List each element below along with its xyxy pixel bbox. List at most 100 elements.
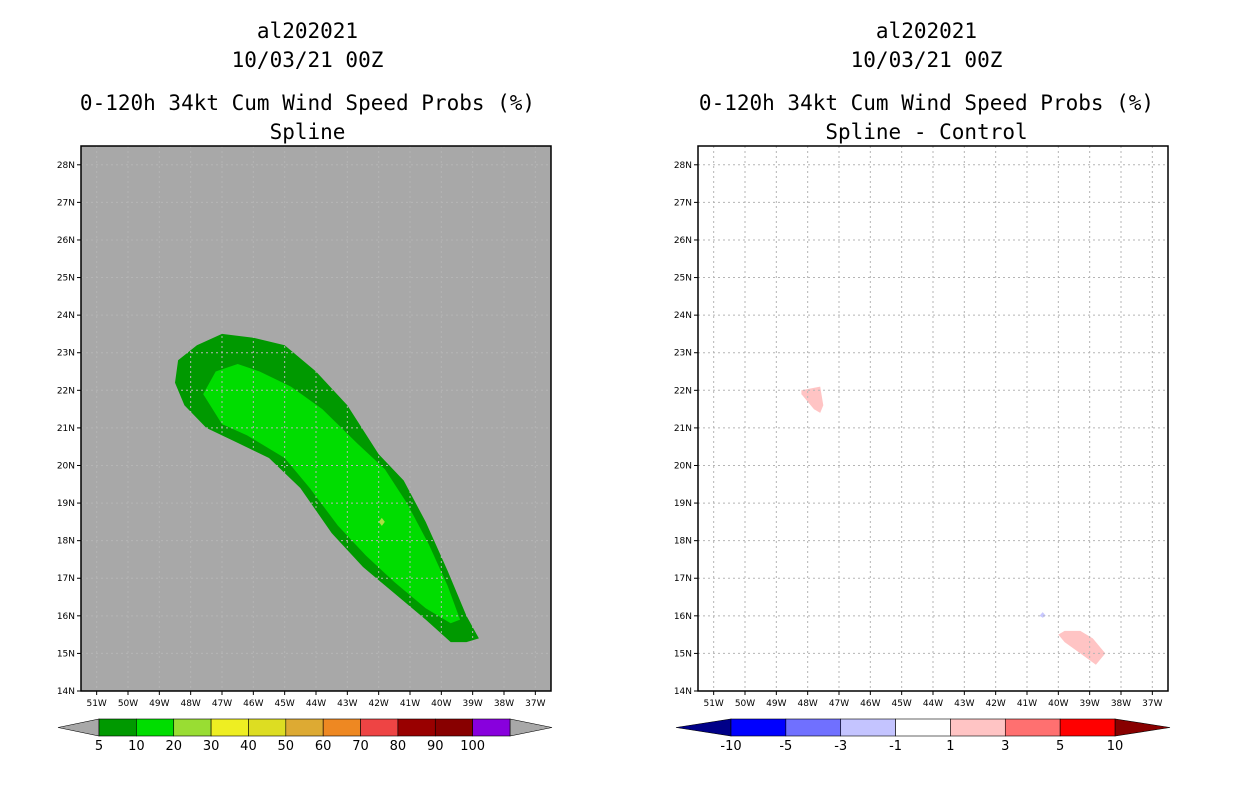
right-xtick-label-1: 50W xyxy=(735,699,755,709)
right-xtick-label-10: 41W xyxy=(1017,699,1037,709)
left-ytick-label-9: 23N xyxy=(57,349,75,359)
right-ytick-label-2: 16N xyxy=(674,612,692,622)
left-xtick-label-5: 46W xyxy=(243,699,263,709)
right-xtick-label-11: 40W xyxy=(1048,699,1068,709)
left-ytick-label-1: 15N xyxy=(57,649,75,659)
left-plot-border xyxy=(80,145,552,692)
left-colorbar-label-7: 70 xyxy=(352,739,369,754)
left-ytick-label-2: 16N xyxy=(57,612,75,622)
right-colorbar-swatch-0 xyxy=(730,718,787,737)
left-xtick-label-8: 43W xyxy=(337,699,357,709)
left-ytick-label-3: 17N xyxy=(57,574,75,584)
right-ytick-label-11: 25N xyxy=(674,274,692,284)
left-ytick-label-6: 20N xyxy=(57,461,75,471)
right-colorbar-swatch-3 xyxy=(895,718,951,737)
right-ytick-label-7: 21N xyxy=(674,424,692,434)
left-ytick-label-13: 27N xyxy=(57,198,75,208)
right-colorbar-label-2: -3 xyxy=(834,739,847,754)
right-colorbar-label-7: 10 xyxy=(1107,739,1124,754)
left-xtick-label-11: 40W xyxy=(431,699,451,709)
left-colorbar-swatch-7 xyxy=(360,718,399,737)
left-colorbar-label-1: 10 xyxy=(128,739,145,754)
left-ytick-label-8: 22N xyxy=(57,386,75,396)
right-xtick-label-5: 46W xyxy=(860,699,880,709)
right-xtick-label-4: 47W xyxy=(829,699,849,709)
left-xtick-label-2: 49W xyxy=(149,699,169,709)
left-colorbar-swatch-4 xyxy=(248,718,287,737)
right-colorbar-swatch-5 xyxy=(1004,718,1061,737)
left-ytick-label-7: 21N xyxy=(57,424,75,434)
right-xtick-label-12: 39W xyxy=(1079,699,1099,709)
left-title-2: 10/03/21 00Z xyxy=(231,48,384,72)
right-ytick-label-14: 28N xyxy=(674,161,692,171)
right-ytick-label-8: 22N xyxy=(674,386,692,396)
left-colorbar-swatch-0 xyxy=(98,718,137,737)
left-ytick-label-0: 14N xyxy=(57,687,75,697)
right-xtick-label-7: 44W xyxy=(923,699,943,709)
left-colorbar-high-end xyxy=(509,718,553,737)
right-colorbar-swatch-4 xyxy=(950,718,1006,737)
left-colorbar-swatch-6 xyxy=(322,718,361,737)
right-xtick-label-8: 43W xyxy=(954,699,974,709)
left-title-3: 0-120h 34kt Cum Wind Speed Probs (%) xyxy=(79,91,536,115)
left-xtick-label-4: 47W xyxy=(212,699,232,709)
right-xtick-label-6: 45W xyxy=(891,699,911,709)
right-ytick-label-3: 17N xyxy=(674,574,692,584)
left-ytick-label-10: 24N xyxy=(57,311,75,321)
left-colorbar-label-2: 20 xyxy=(165,739,182,754)
right-colorbar-label-4: 1 xyxy=(946,739,954,754)
left-colorbar-label-9: 90 xyxy=(427,739,444,754)
left-colorbar-label-10: 100 xyxy=(460,739,485,754)
left-colorbar-label-6: 60 xyxy=(315,739,332,754)
left-colorbar-swatch-3 xyxy=(210,718,249,737)
right-ytick-label-5: 19N xyxy=(674,499,692,509)
right-ytick-label-0: 14N xyxy=(674,687,692,697)
right-colorbar-label-1: -5 xyxy=(779,739,792,754)
right-colorbar-label-5: 3 xyxy=(1001,739,1009,754)
right-ytick-label-12: 26N xyxy=(674,236,692,246)
left-colorbar-label-3: 30 xyxy=(203,739,220,754)
right-contour-1 xyxy=(1058,630,1106,665)
right-title-1: al202021 xyxy=(875,19,978,43)
left-title-4: Spline xyxy=(269,120,346,144)
right-xtick-label-2: 49W xyxy=(766,699,786,709)
right-xtick-label-13: 38W xyxy=(1111,699,1131,709)
right-colorbar-swatch-1 xyxy=(785,718,842,737)
left-colorbar-swatch-1 xyxy=(136,718,175,737)
right-ytick-label-4: 18N xyxy=(674,537,692,547)
left-ytick-label-5: 19N xyxy=(57,499,75,509)
left-xtick-label-1: 50W xyxy=(118,699,138,709)
right-plot-border xyxy=(697,145,1169,692)
right-title-2: 10/03/21 00Z xyxy=(850,48,1003,72)
left-xtick-label-13: 38W xyxy=(494,699,514,709)
left-colorbar-swatch-10 xyxy=(472,718,511,737)
right-colorbar-label-3: -1 xyxy=(889,739,902,754)
right-title-4: Spline - Control xyxy=(825,120,1028,144)
left-ytick-label-4: 18N xyxy=(57,537,75,547)
left-ytick-label-14: 28N xyxy=(57,161,75,171)
left-xtick-label-14: 37W xyxy=(525,699,545,709)
right-ytick-label-6: 20N xyxy=(674,461,692,471)
left-colorbar-low-end xyxy=(57,718,100,737)
left-marker-0 xyxy=(378,517,385,526)
left-colorbar-label-4: 40 xyxy=(240,739,257,754)
left-ytick-label-12: 26N xyxy=(57,236,75,246)
right-xtick-label-14: 37W xyxy=(1142,699,1162,709)
left-xtick-label-6: 45W xyxy=(274,699,294,709)
left-xtick-label-7: 44W xyxy=(306,699,326,709)
left-colorbar-label-8: 80 xyxy=(390,739,407,754)
right-ytick-label-1: 15N xyxy=(674,649,692,659)
right-ytick-label-13: 27N xyxy=(674,198,692,208)
left-title-1: al202021 xyxy=(256,19,359,43)
left-colorbar-label-0: 5 xyxy=(95,739,103,754)
right-xtick-label-0: 51W xyxy=(703,699,723,709)
left-colorbar-label-5: 50 xyxy=(278,739,295,754)
right-title-3: 0-120h 34kt Cum Wind Speed Probs (%) xyxy=(698,91,1155,115)
left-colorbar-swatch-9 xyxy=(434,718,473,737)
right-colorbar-label-6: 5 xyxy=(1056,739,1064,754)
right-ytick-label-9: 23N xyxy=(674,349,692,359)
right-colorbar-label-0: -10 xyxy=(720,739,741,754)
right-xtick-label-3: 48W xyxy=(797,699,817,709)
right-colorbar-low-end xyxy=(675,718,732,737)
